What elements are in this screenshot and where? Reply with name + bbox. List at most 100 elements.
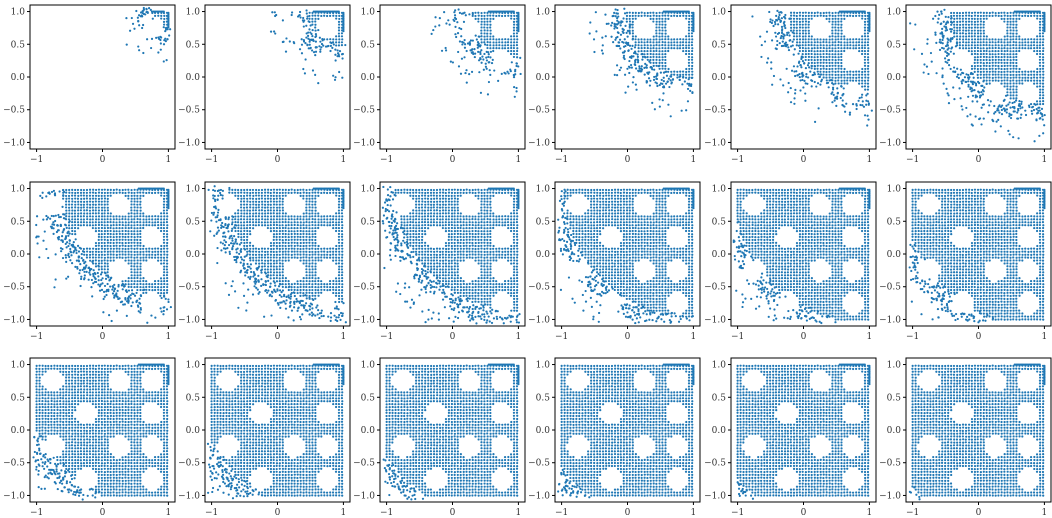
data-point: [261, 189, 263, 191]
data-point: [101, 203, 103, 205]
data-point: [302, 218, 304, 220]
data-point: [1036, 68, 1038, 70]
data-point: [62, 257, 64, 259]
data-point: [510, 50, 512, 52]
data-point: [460, 28, 462, 30]
data-point: [486, 59, 488, 61]
data-point: [136, 277, 138, 279]
data-point: [279, 221, 281, 223]
data-point: [95, 215, 97, 217]
y-tick-label: 0.5: [536, 40, 551, 50]
data-point: [92, 251, 94, 253]
data-point: [252, 257, 254, 259]
data-point: [653, 79, 655, 81]
data-point: [685, 44, 687, 46]
data-point: [276, 268, 278, 270]
data-point: [819, 41, 821, 43]
data-point: [641, 41, 643, 43]
y-tick-label: −0.5: [353, 106, 375, 116]
data-point: [163, 283, 165, 285]
data-point: [1039, 18, 1041, 20]
data-point: [261, 262, 263, 264]
data-point: [637, 59, 639, 61]
data-point: [934, 15, 936, 17]
data-point: [652, 59, 654, 61]
data-point: [959, 32, 961, 34]
data-point: [110, 253, 112, 255]
data-point: [296, 218, 298, 220]
data-point: [799, 38, 801, 40]
data-point: [238, 253, 240, 255]
data-point: [285, 51, 287, 53]
data-point: [507, 41, 509, 43]
data-point: [65, 204, 67, 206]
data-point: [92, 282, 94, 284]
data-point: [273, 280, 275, 282]
data-point: [282, 280, 284, 282]
data-point: [41, 197, 43, 199]
data-point: [998, 12, 1000, 14]
data-point: [774, 32, 776, 34]
data-point: [89, 204, 91, 206]
data-point: [965, 15, 967, 17]
data-point: [965, 21, 967, 23]
data-point: [294, 189, 296, 191]
data-point: [65, 215, 67, 217]
data-point: [142, 215, 144, 217]
data-point: [282, 262, 284, 264]
data-point: [154, 218, 156, 220]
data-point: [124, 239, 126, 241]
data-point: [83, 194, 85, 196]
data-point: [789, 39, 791, 41]
data-point: [661, 27, 663, 29]
data-point: [464, 47, 466, 49]
data-point: [308, 230, 310, 232]
data-point: [264, 215, 266, 217]
data-point: [513, 32, 515, 34]
data-point: [299, 14, 301, 16]
data-point: [837, 47, 839, 49]
data-point: [246, 203, 248, 205]
data-point: [80, 209, 82, 211]
data-point: [967, 80, 969, 82]
data-point: [623, 55, 625, 57]
data-point: [1013, 41, 1015, 43]
data-point: [282, 221, 284, 223]
data-point: [305, 227, 307, 229]
data-point: [513, 23, 515, 25]
data-point: [930, 52, 932, 54]
data-point: [691, 50, 693, 52]
data-point: [243, 221, 245, 223]
data-point: [483, 21, 485, 23]
data-point: [980, 59, 982, 61]
data-point: [136, 280, 138, 282]
data-point: [864, 47, 866, 49]
data-point: [867, 47, 869, 49]
data-point: [151, 283, 153, 285]
data-point: [133, 265, 135, 267]
data-point: [53, 190, 55, 192]
data-point: [968, 29, 970, 31]
data-point: [267, 227, 269, 229]
data-point: [991, 15, 993, 17]
data-point: [116, 256, 118, 258]
data-point: [133, 221, 135, 223]
data-point: [57, 225, 59, 227]
data-point: [279, 200, 281, 202]
data-point: [261, 212, 263, 214]
data-point: [1041, 115, 1043, 117]
data-point: [629, 20, 631, 22]
data-point: [104, 218, 106, 220]
data-point: [285, 286, 287, 288]
data-point: [154, 283, 156, 285]
data-point: [160, 245, 162, 247]
data-point: [1018, 50, 1020, 52]
data-point: [656, 85, 658, 87]
data-point: [959, 17, 961, 19]
data-point: [840, 20, 842, 22]
data-point: [1012, 74, 1014, 76]
data-point: [305, 251, 307, 253]
data-point: [843, 82, 845, 84]
data-point: [838, 82, 840, 84]
data-point: [985, 38, 987, 40]
